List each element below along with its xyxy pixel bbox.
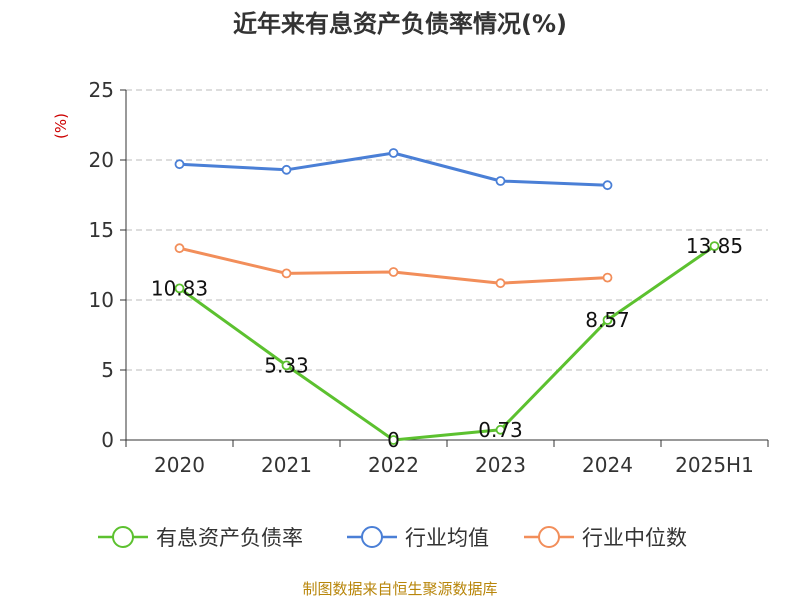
x-tick-label: 2022	[368, 453, 419, 477]
y-tick-labels: 0 5 10 15 20 25	[89, 78, 114, 452]
x-tick-label: 2024	[582, 453, 633, 477]
legend-item: 有息资产负债率	[98, 526, 303, 550]
data-point	[388, 435, 399, 445]
data-point	[602, 315, 613, 325]
data-labels: 10.83 5.33 0 0.73 8.57 13.85	[151, 234, 743, 452]
legend-item: 行业中位数	[524, 526, 687, 550]
data-label: 8.57	[585, 308, 630, 332]
legend-label: 有息资产负债率	[156, 526, 303, 550]
data-point	[281, 268, 292, 279]
legend-marker	[361, 526, 383, 548]
data-label: 13.85	[686, 234, 743, 258]
data-point	[495, 278, 506, 289]
data-point	[602, 180, 613, 191]
data-point	[495, 424, 506, 435]
x-tick-label: 2023	[475, 453, 526, 477]
legend-marker	[112, 526, 134, 548]
source-note: 制图数据来自恒生聚源数据库	[302, 580, 497, 598]
chart-title: 近年来有息资产负债率情况(%)	[233, 10, 567, 38]
data-label: 0.73	[478, 418, 523, 442]
x-tick-labels: 2020 2021 2022 2023 2024 2025H1	[154, 453, 754, 477]
data-point	[281, 360, 292, 371]
grid-lines	[126, 89, 768, 371]
data-point	[495, 176, 506, 186]
legend-label: 行业均值	[405, 526, 489, 550]
y-axis-unit: (%)	[52, 113, 70, 139]
data-point	[174, 283, 185, 294]
y-tick-label: 0	[101, 428, 114, 452]
data-label: 10.83	[151, 276, 208, 300]
data-label: 0	[387, 428, 400, 452]
legend: 有息资产负债率 行业均值 行业中位数	[98, 526, 687, 550]
legend-item: 行业均值	[347, 526, 489, 550]
axes	[120, 89, 769, 447]
data-point	[174, 243, 185, 254]
data-point	[388, 267, 399, 277]
x-tick-label: 2020	[154, 453, 205, 477]
y-tick-label: 20	[89, 148, 114, 172]
legend-label: 行业中位数	[582, 526, 687, 550]
y-tick-label: 10	[89, 288, 114, 312]
data-label: 5.33	[264, 353, 309, 377]
x-tick-label: 2021	[261, 453, 312, 477]
data-point	[281, 164, 292, 175]
y-tick-label: 15	[89, 218, 114, 242]
legend-marker	[538, 526, 560, 548]
data-point	[174, 159, 185, 170]
y-tick-label: 5	[101, 358, 114, 382]
x-tick-label: 2025H1	[675, 453, 754, 477]
data-point	[709, 241, 720, 252]
y-tick-label: 25	[89, 78, 114, 102]
series-line	[178, 244, 716, 442]
series-line	[179, 246, 608, 285]
series-group	[174, 148, 720, 445]
data-point	[602, 272, 613, 283]
data-point	[388, 148, 399, 158]
